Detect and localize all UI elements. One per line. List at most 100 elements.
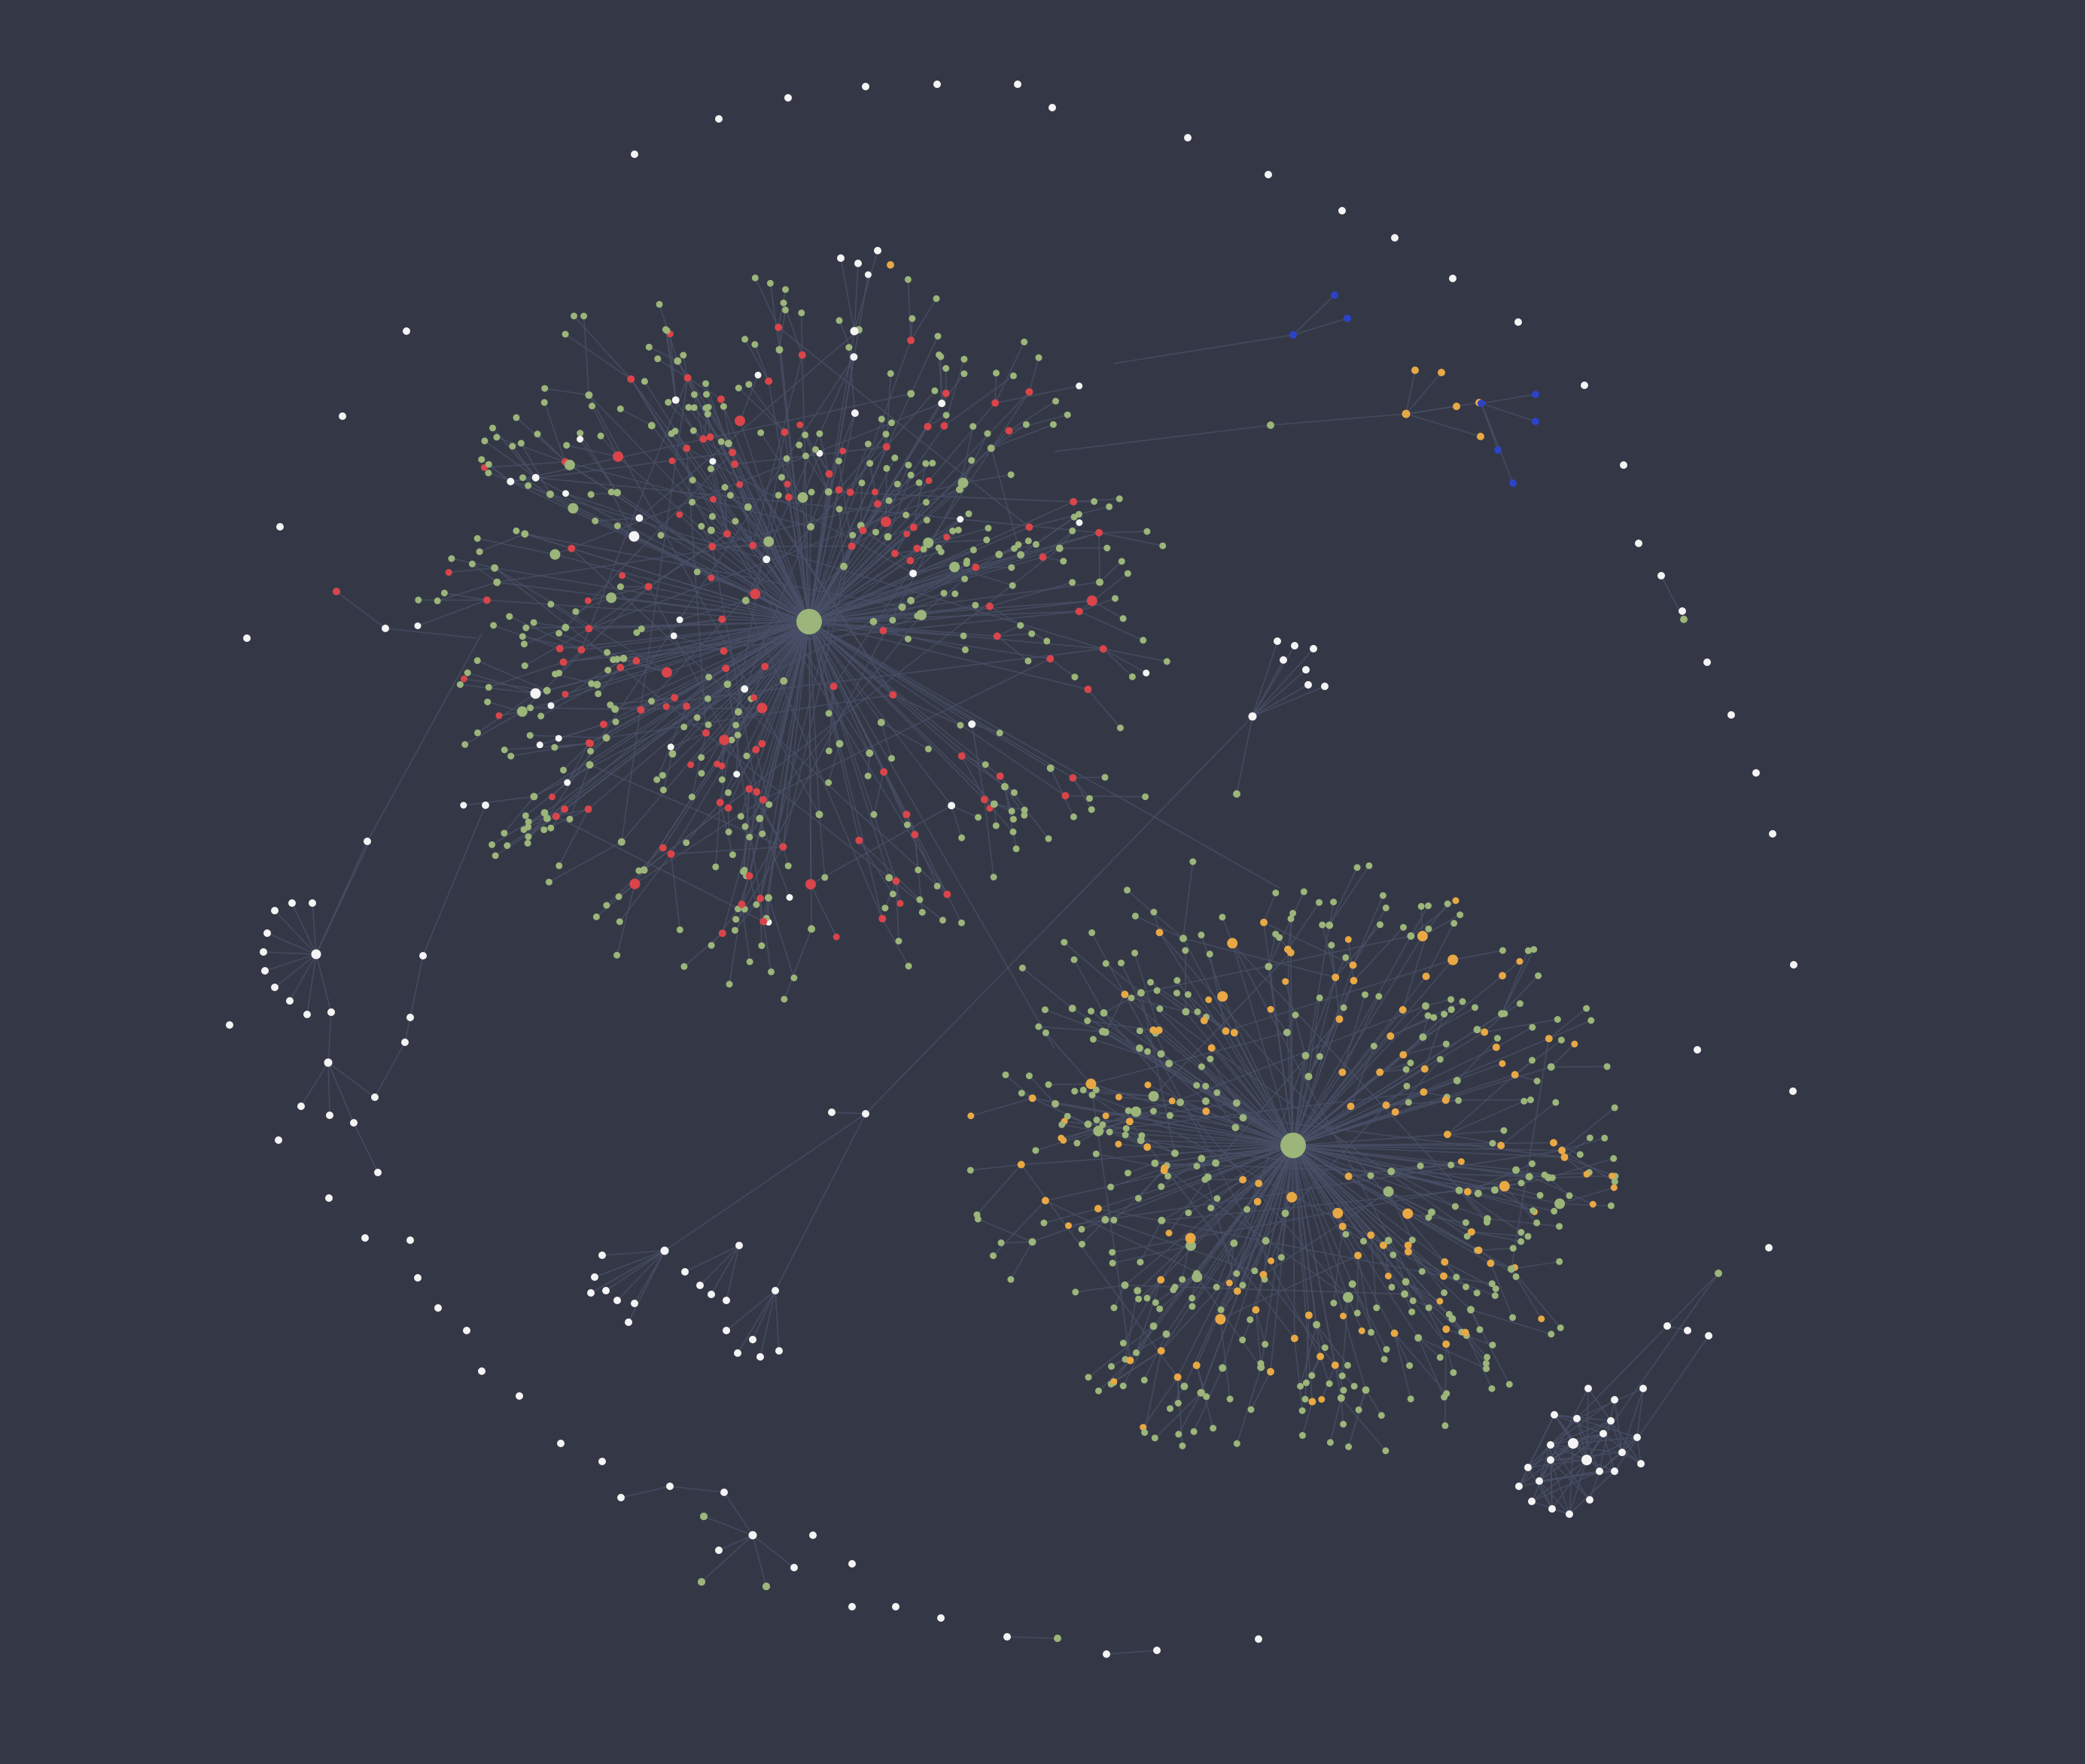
cluster-a-branch-node[interactable] (600, 720, 607, 728)
cluster-b-leaf-node[interactable] (1168, 1097, 1176, 1105)
cluster-b-leaf-node[interactable] (1436, 1297, 1444, 1305)
cluster-b-branch-node[interactable] (1155, 1026, 1163, 1034)
cluster-a-branch-node[interactable] (493, 578, 501, 586)
white-fan-leaf-node[interactable] (1291, 642, 1298, 649)
cluster-b-leaf-node[interactable] (1198, 931, 1205, 938)
cluster-b-leaf-node[interactable] (1147, 978, 1154, 986)
cluster-b-leaf-node[interactable] (1488, 1385, 1496, 1392)
cluster-b-leaf-node[interactable] (1065, 1222, 1072, 1230)
cluster-d-leaf-node[interactable] (1344, 315, 1351, 322)
cluster-a-leaf-node[interactable] (985, 525, 992, 532)
isolated-node[interactable] (848, 1603, 856, 1610)
cluster-b-leaf-node[interactable] (1610, 1184, 1618, 1191)
cluster-e-node[interactable] (1584, 1385, 1592, 1392)
cluster-a-branch-node[interactable] (637, 706, 645, 714)
cluster-b-leaf-node[interactable] (1150, 908, 1158, 916)
cluster-b-leaf-node[interactable] (1529, 1057, 1536, 1064)
cluster-b-leaf-node[interactable] (1185, 1209, 1192, 1217)
cluster-a-leaf-node[interactable] (729, 851, 736, 859)
cluster-a-leaf-node[interactable] (1008, 564, 1015, 571)
cluster-b-leaf-node[interactable] (1205, 996, 1213, 1003)
isolated-node[interactable] (1514, 318, 1522, 326)
cluster-b-branch-node[interactable] (1404, 1248, 1412, 1256)
cluster-b-leaf-node[interactable] (1289, 910, 1297, 917)
cluster-a-leaf-node[interactable] (552, 671, 559, 678)
cluster-b-branch-node[interactable] (1384, 1236, 1393, 1245)
cluster-a-leaf-node[interactable] (996, 729, 1003, 737)
cluster-b-branch-node[interactable] (1337, 1394, 1345, 1402)
cluster-a-leaf-node[interactable] (1116, 724, 1124, 731)
cluster-c-leaf-node[interactable] (406, 1014, 414, 1021)
cluster-b-leaf-node[interactable] (1607, 1202, 1615, 1209)
cluster-a-leaf-node[interactable] (1021, 338, 1028, 345)
cluster-b-branch-node[interactable] (1304, 1072, 1313, 1081)
cluster-b-leaf-node[interactable] (1301, 1395, 1309, 1403)
cluster-a-leaf-node[interactable] (937, 353, 945, 360)
cluster-a-branch-node[interactable] (1099, 645, 1107, 653)
cluster-b-leaf-node[interactable] (1225, 1279, 1233, 1287)
cluster-e-node[interactable] (1715, 1270, 1722, 1277)
cluster-b-branch-node[interactable] (1201, 1097, 1210, 1106)
cluster-b-branch-node[interactable] (1204, 1173, 1212, 1182)
isolated-node[interactable] (715, 115, 723, 123)
cluster-e-node[interactable] (1566, 1510, 1573, 1518)
cluster-b-leaf-node[interactable] (1099, 1121, 1106, 1128)
cluster-b-leaf-node[interactable] (1455, 1096, 1463, 1104)
cluster-b-leaf-node[interactable] (1500, 1127, 1508, 1134)
cluster-b-leaf-node[interactable] (1158, 1183, 1165, 1191)
cluster-a-leaf-node[interactable] (551, 744, 559, 751)
cluster-b-leaf-node[interactable] (1583, 1170, 1590, 1178)
cluster-b-leaf-node[interactable] (1358, 1327, 1365, 1334)
cluster-a-leaf-node[interactable] (1045, 835, 1052, 842)
cluster-a-leaf-node[interactable] (741, 866, 748, 874)
cluster-b-leaf-node[interactable] (1319, 921, 1326, 929)
cluster-a-branch-node[interactable] (911, 831, 919, 838)
cluster-a-leaf-node[interactable] (707, 465, 714, 473)
cluster-a-leaf-node[interactable] (555, 862, 563, 869)
cluster-c-leaf-node[interactable] (374, 1169, 382, 1176)
cluster-a-leaf-node[interactable] (781, 306, 789, 314)
cluster-b-branch-node[interactable] (1420, 1088, 1428, 1096)
cluster-b-branch-node[interactable] (1179, 935, 1187, 942)
cluster-b-branch-node[interactable] (1255, 1179, 1263, 1188)
cluster-a-leaf-node[interactable] (835, 458, 842, 465)
cluster-a-branch-node[interactable] (707, 526, 715, 534)
cluster-a-branch-node[interactable] (543, 686, 551, 695)
cluster-b-leaf-node[interactable] (1071, 1087, 1079, 1095)
cluster-a-leaf-node[interactable] (676, 616, 683, 624)
cluster-b-branch-node[interactable] (1332, 973, 1340, 981)
cluster-a-leaf-node[interactable] (969, 423, 977, 430)
cluster-a-leaf-node[interactable] (687, 761, 695, 768)
cluster-a-leaf-node[interactable] (958, 919, 965, 926)
white-fan-leaf-node[interactable] (587, 1289, 595, 1297)
cluster-b-branch-node[interactable] (1252, 1306, 1260, 1314)
cluster-a-leaf-node[interactable] (688, 793, 696, 801)
cluster-a-leaf-node[interactable] (704, 410, 711, 418)
cluster-b-leaf-node[interactable] (1110, 1378, 1118, 1385)
cluster-b-branch-node[interactable] (1101, 1215, 1109, 1224)
white-fan-leaf-node[interactable] (591, 1273, 598, 1281)
cluster-a-leaf-node[interactable] (734, 731, 741, 739)
cluster-a-leaf-node[interactable] (1010, 789, 1018, 796)
cluster-b-leaf-node[interactable] (1078, 1225, 1085, 1233)
cluster-a-branch-node[interactable] (699, 435, 708, 443)
cluster-a-branch-node[interactable] (990, 800, 998, 808)
cluster-b-branch-node[interactable] (1143, 1143, 1152, 1151)
cluster-b-leaf-node[interactable] (1203, 1393, 1210, 1401)
cluster-a-leaf-node[interactable] (802, 431, 809, 439)
cluster-b-leaf-node[interactable] (1109, 1248, 1116, 1256)
cluster-a-leaf-node[interactable] (837, 254, 845, 262)
cluster-b-leaf-node[interactable] (1133, 1349, 1140, 1356)
cluster-b-leaf-node[interactable] (1079, 1086, 1087, 1093)
isolated-node[interactable] (1265, 171, 1272, 178)
cluster-b-leaf-node[interactable] (1072, 1288, 1079, 1296)
cluster-a-leaf-node[interactable] (485, 683, 492, 691)
cluster-b-branch-node[interactable] (1259, 1270, 1268, 1279)
cluster-a-leaf-node[interactable] (969, 546, 977, 554)
cluster-b-leaf-node[interactable] (1002, 1071, 1009, 1078)
cluster-a-leaf-node[interactable] (836, 506, 843, 512)
cluster-a-leaf-node[interactable] (536, 741, 543, 749)
white-fan-leaf-node[interactable] (756, 1353, 764, 1361)
cluster-a-branch-node[interactable] (613, 488, 621, 497)
cluster-b-branch-node[interactable] (1202, 1107, 1210, 1115)
